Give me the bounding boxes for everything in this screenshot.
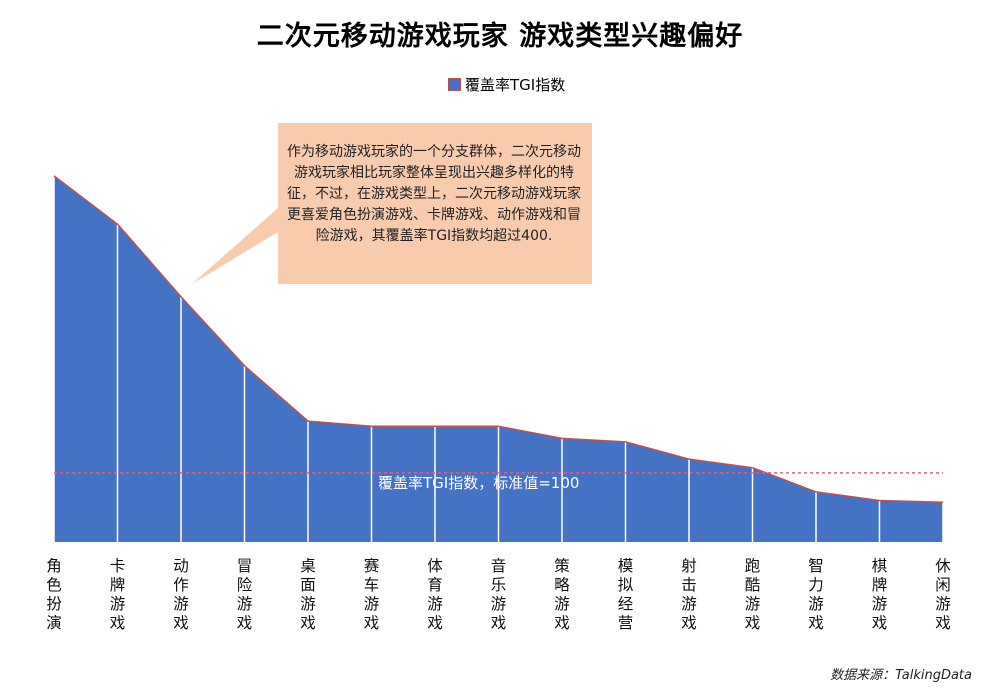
legend-label: 覆盖率TGI指数 <box>465 76 566 94</box>
chart-title: 二次元移动游戏玩家 游戏类型兴趣偏好 <box>256 21 744 52</box>
x-tick-label: 棋牌游戏 <box>871 557 888 632</box>
x-tick-label: 跑酷游戏 <box>744 557 761 632</box>
series-line <box>53 175 944 504</box>
x-tick-label: 体育游戏 <box>427 557 443 632</box>
series-area <box>54 175 943 542</box>
callout-text: 作为移动游戏玩家的一个分支群体，二次元移动游戏玩家相比玩家整体呈现出兴趣多样化的… <box>287 144 581 244</box>
x-tick-label: 模拟经营 <box>617 557 634 632</box>
legend: 覆盖率TGI指数 <box>448 74 565 95</box>
x-tick-label: 卡牌游戏 <box>109 557 126 632</box>
legend-swatch <box>448 78 461 91</box>
x-tick-label: 智力游戏 <box>808 557 824 632</box>
baseline-label: 覆盖率TGI指数，标准值=100 <box>378 474 580 492</box>
x-tick-label: 动作游戏 <box>173 557 189 632</box>
x-tick-label: 赛车游戏 <box>363 557 380 632</box>
x-tick-label: 角色扮演 <box>46 557 62 632</box>
x-tick-label: 策略游戏 <box>554 557 570 632</box>
x-tick-label: 射击游戏 <box>681 557 697 632</box>
callout-box <box>192 123 592 284</box>
x-tick-label: 音乐游戏 <box>490 557 507 632</box>
x-tick-label: 桌面游戏 <box>300 557 316 632</box>
source-note: 数据来源：TalkingData <box>830 668 972 683</box>
x-tick-label: 冒险游戏 <box>236 557 253 632</box>
x-tick-label: 休闲游戏 <box>935 557 951 632</box>
